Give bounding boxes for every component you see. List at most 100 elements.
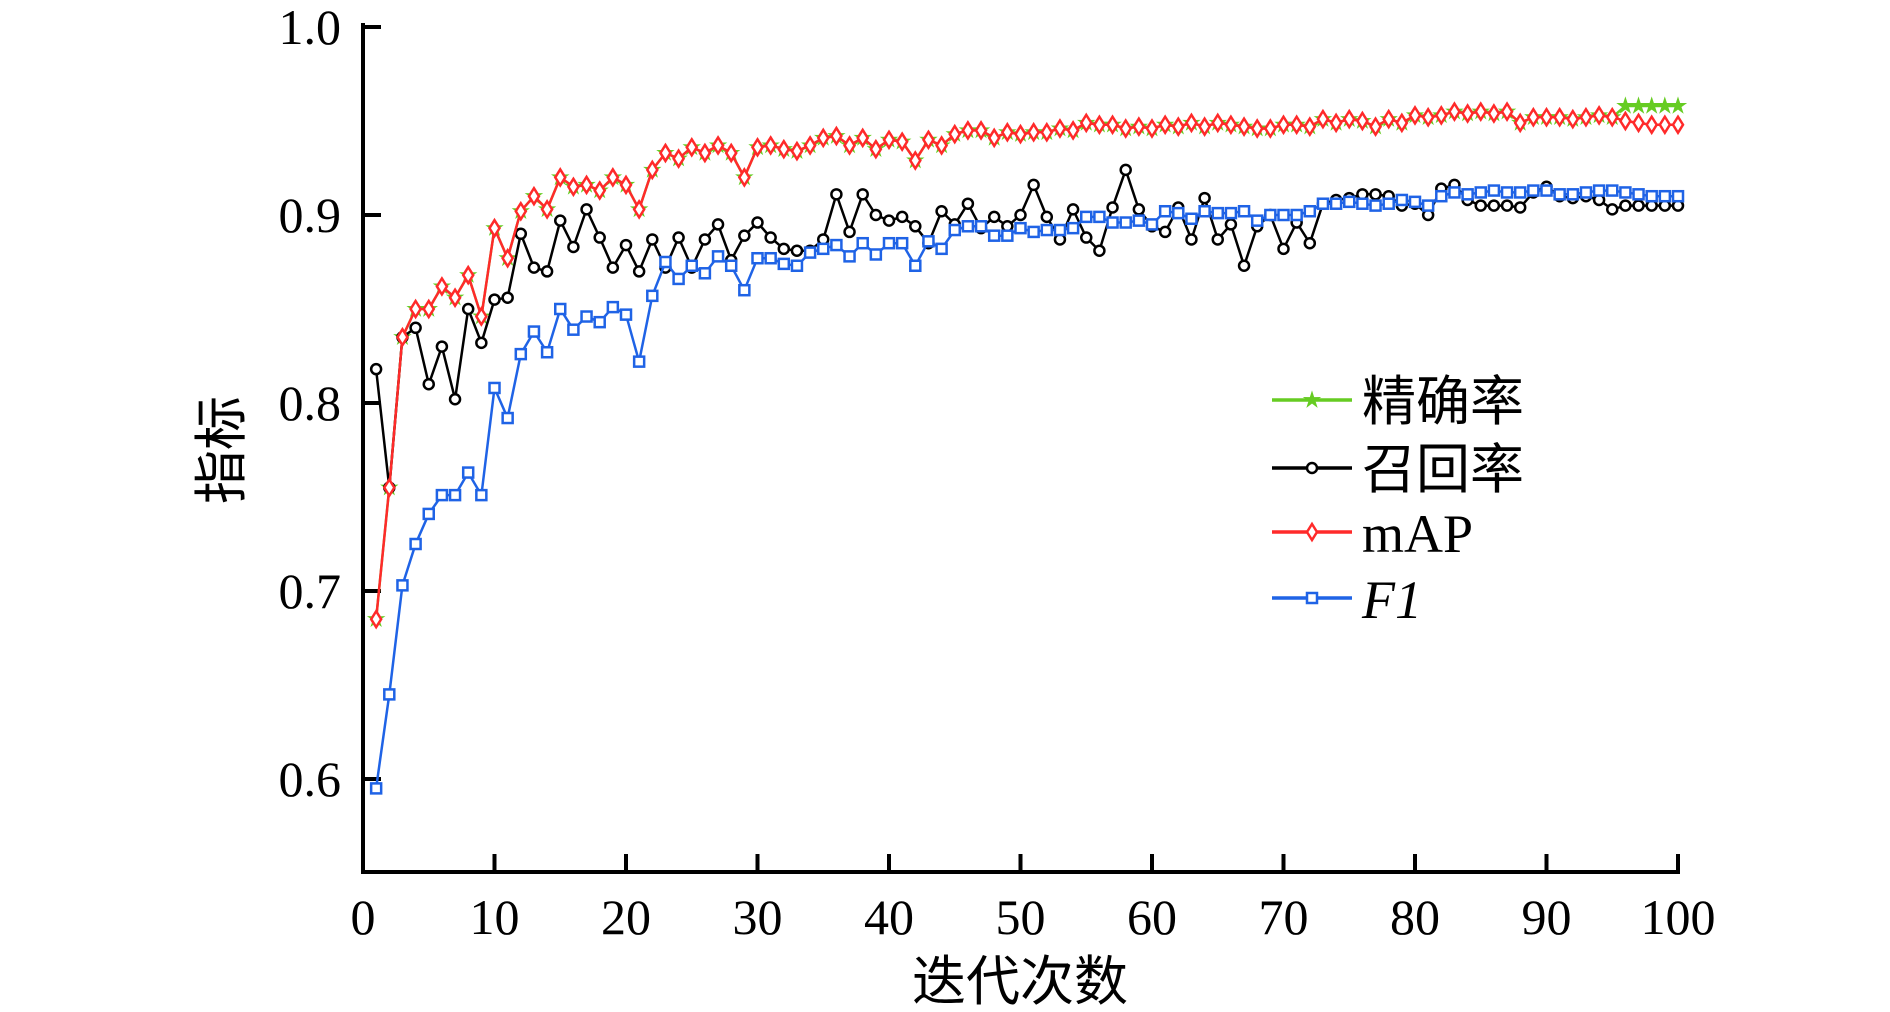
data-point: [1605, 106, 1619, 128]
data-point: [1001, 229, 1014, 242]
data-point: [764, 231, 777, 244]
data-point: [1329, 112, 1343, 134]
x-tick-label: 50: [996, 889, 1046, 945]
data-point: [1329, 197, 1343, 210]
data-point: [396, 579, 409, 592]
data-point: [382, 477, 396, 498]
data-point: [540, 265, 554, 278]
data-point: [527, 261, 541, 274]
data-point: [1487, 184, 1501, 197]
data-point: [1145, 118, 1159, 139]
data-point: [619, 308, 633, 321]
data-point: [1448, 186, 1461, 199]
data-point: [882, 214, 896, 227]
data-point: [1487, 103, 1501, 124]
data-point: [658, 142, 672, 164]
data-point: [409, 298, 423, 320]
data-point: [1158, 204, 1172, 218]
data-point: [606, 300, 620, 314]
data-point: [1553, 188, 1566, 201]
legend-marker: [1305, 591, 1319, 605]
data-point: [948, 223, 961, 237]
data-point: [685, 136, 699, 158]
data-point: [843, 135, 857, 156]
y-axis-label: 指标: [192, 396, 252, 504]
x-tick-label: 10: [470, 889, 520, 945]
legend-label: 精确率: [1362, 372, 1524, 432]
data-point: [711, 218, 725, 231]
data-point: [1106, 114, 1120, 136]
data-point: [646, 233, 659, 246]
data-point: [566, 176, 580, 198]
data-point: [1277, 208, 1290, 222]
x-tick-label: 80: [1390, 889, 1440, 945]
legend-item: F1: [1272, 570, 1422, 630]
data-point: [1658, 114, 1672, 136]
legend-item: 精确率: [1272, 372, 1524, 432]
data-point: [698, 267, 712, 280]
data-point: [777, 242, 791, 256]
data-point: [1382, 197, 1395, 210]
data-point: [711, 250, 725, 263]
data-point: [803, 135, 817, 156]
data-point: [1277, 242, 1290, 256]
data-point: [751, 136, 764, 158]
x-tick-label: 0: [351, 889, 376, 945]
data-point: [514, 347, 528, 361]
data-point: [606, 261, 620, 274]
data-point: [1053, 223, 1067, 237]
data-point: [383, 688, 396, 701]
data-point: [567, 240, 580, 254]
data-point: [948, 123, 962, 145]
data-point: [1474, 199, 1487, 212]
data-point: [422, 507, 435, 521]
data-point: [501, 291, 514, 304]
data-point: [1237, 204, 1251, 218]
data-point: [1645, 189, 1658, 203]
data-point: [1566, 108, 1580, 130]
data-point: [435, 340, 449, 353]
data-point: [1645, 114, 1659, 136]
data-point: [895, 210, 909, 224]
data-point: [974, 220, 988, 233]
data-point: [1632, 199, 1645, 212]
data-point: [987, 210, 1001, 224]
data-point: [961, 120, 975, 141]
axes: 0 10 20 30 40 50 60 70 80 90 100 0.6 0.7 0.8 0.9 1.0: [279, 0, 1716, 945]
x-axis-label: 迭代次数: [912, 952, 1128, 1012]
data-point: [698, 233, 712, 246]
data-point: [593, 315, 606, 329]
data-point: [1250, 214, 1264, 227]
y-tick-label: 1.0: [279, 0, 342, 55]
data-point: [974, 120, 988, 141]
data-point: [1395, 112, 1409, 134]
data-point: [1027, 225, 1040, 239]
data-point: [1171, 116, 1185, 137]
data-point: [1474, 186, 1487, 199]
data-point: [1027, 178, 1040, 192]
data-point: [567, 323, 580, 336]
data-point: [1579, 186, 1593, 199]
data-point: [843, 250, 856, 263]
data-point: [1119, 118, 1133, 139]
data-point: [1629, 96, 1648, 114]
data-point: [1606, 184, 1619, 197]
data-point: [1185, 233, 1198, 246]
data-point: [461, 466, 475, 479]
data-point: [1080, 210, 1093, 224]
data-point: [1224, 218, 1238, 231]
data-point: [869, 208, 883, 222]
y-tick-label: 0.7: [279, 563, 342, 619]
data-point: [645, 159, 659, 181]
series-layer: [366, 96, 1688, 795]
data-point: [1606, 203, 1619, 216]
data-point: [1106, 216, 1119, 229]
data-point: [580, 174, 594, 196]
data-point: [1303, 116, 1317, 137]
data-point: [488, 381, 501, 395]
data-point: [474, 306, 488, 327]
data-point: [764, 251, 777, 265]
data-point: [606, 167, 620, 188]
data-point: [646, 289, 659, 303]
